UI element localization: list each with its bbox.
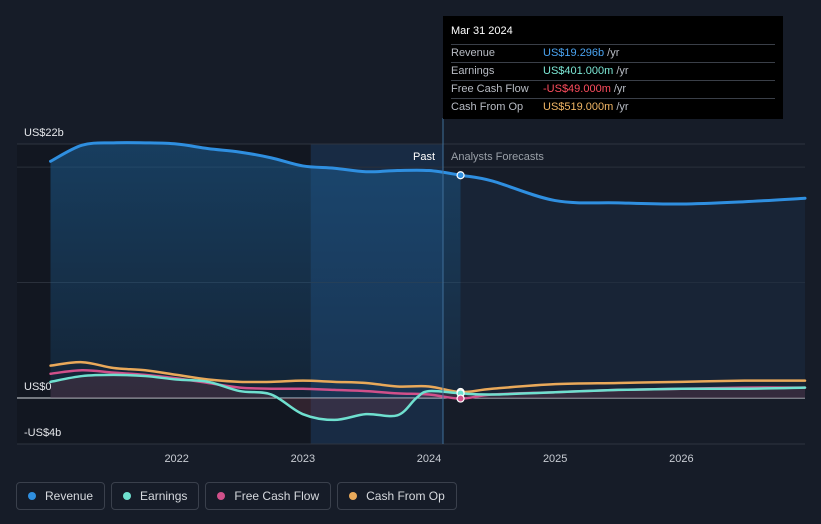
- free-cash-flow-dot-icon: [217, 492, 226, 500]
- earnings-dot-icon: [123, 492, 132, 500]
- y-tick-label: US$22b: [24, 127, 64, 139]
- legend: Revenue Earnings Free Cash Flow Cash Fro…: [16, 482, 457, 510]
- tooltip-row-revenue: Revenue US$19.296b /yr: [451, 44, 775, 62]
- legend-label: Earnings: [140, 489, 188, 503]
- tooltip-label: Revenue: [451, 47, 496, 59]
- tooltip-value: -US$49.000m: [543, 83, 611, 95]
- legend-item-revenue[interactable]: Revenue: [16, 482, 106, 510]
- tooltip-row-cash-from-op: Cash From Op US$519.000m /yr: [451, 98, 775, 116]
- tooltip-unit: /yr: [607, 47, 620, 59]
- x-axis-labels: 2022 2023 2024 2025 2026: [164, 453, 693, 465]
- y-axis-labels: US$22b US$0 -US$4b: [24, 127, 64, 439]
- legend-label: Cash From Op: [366, 489, 445, 503]
- tooltip-markers: [456, 171, 465, 403]
- tooltip-label: Cash From Op: [451, 101, 524, 113]
- data-tooltip: Mar 31 2024 Revenue US$19.296b /yr Earni…: [443, 16, 783, 119]
- x-tick-label: 2022: [164, 453, 188, 465]
- marker-free-cash-flow: [456, 394, 465, 403]
- tooltip-unit: /yr: [616, 101, 629, 113]
- tooltip-label: Free Cash Flow: [451, 83, 529, 95]
- legend-item-free-cash-flow[interactable]: Free Cash Flow: [205, 482, 332, 510]
- cash-from-op-dot-icon: [349, 492, 358, 500]
- series-line-revenue: [49, 141, 807, 206]
- x-tick-label: 2026: [669, 453, 693, 465]
- legend-label: Revenue: [45, 489, 94, 503]
- x-tick-label: 2025: [543, 453, 567, 465]
- tooltip-value: US$401.000m: [543, 65, 614, 77]
- revenue-area: [50, 142, 806, 420]
- earnings-area-fill: [50, 374, 806, 420]
- x-tick-label: 2024: [417, 453, 441, 465]
- tooltip-label: Earnings: [451, 65, 495, 77]
- tooltip-row-free-cash-flow: Free Cash Flow -US$49.000m /yr: [451, 80, 775, 98]
- legend-label: Free Cash Flow: [234, 489, 320, 503]
- y-tick-label: -US$4b: [24, 427, 61, 439]
- forecast-label: Analysts Forecasts: [451, 151, 544, 163]
- past-label: Past: [413, 151, 435, 163]
- tooltip-value: US$19.296b: [543, 47, 605, 59]
- revenue-dot-icon: [28, 492, 36, 500]
- series-line-earnings: [49, 373, 807, 422]
- series-lines: [49, 141, 807, 422]
- tooltip-date: Mar 31 2024: [451, 25, 513, 37]
- legend-item-cash-from-op[interactable]: Cash From Op: [337, 482, 457, 510]
- tooltip-unit: /yr: [616, 65, 629, 77]
- x-tick-label: 2023: [291, 453, 315, 465]
- tooltip-unit: /yr: [613, 83, 627, 95]
- y-tick-label: US$0: [24, 381, 52, 393]
- revenue-area-fill: [50, 142, 461, 398]
- marker-revenue: [456, 171, 465, 180]
- series-line-cash-from-op: [49, 360, 807, 394]
- tooltip-row-earnings: Earnings US$401.000m /yr: [451, 62, 775, 80]
- revenue-forecast-fill: [460, 175, 805, 398]
- tooltip-value: US$519.000m: [543, 101, 614, 113]
- legend-item-earnings[interactable]: Earnings: [111, 482, 200, 510]
